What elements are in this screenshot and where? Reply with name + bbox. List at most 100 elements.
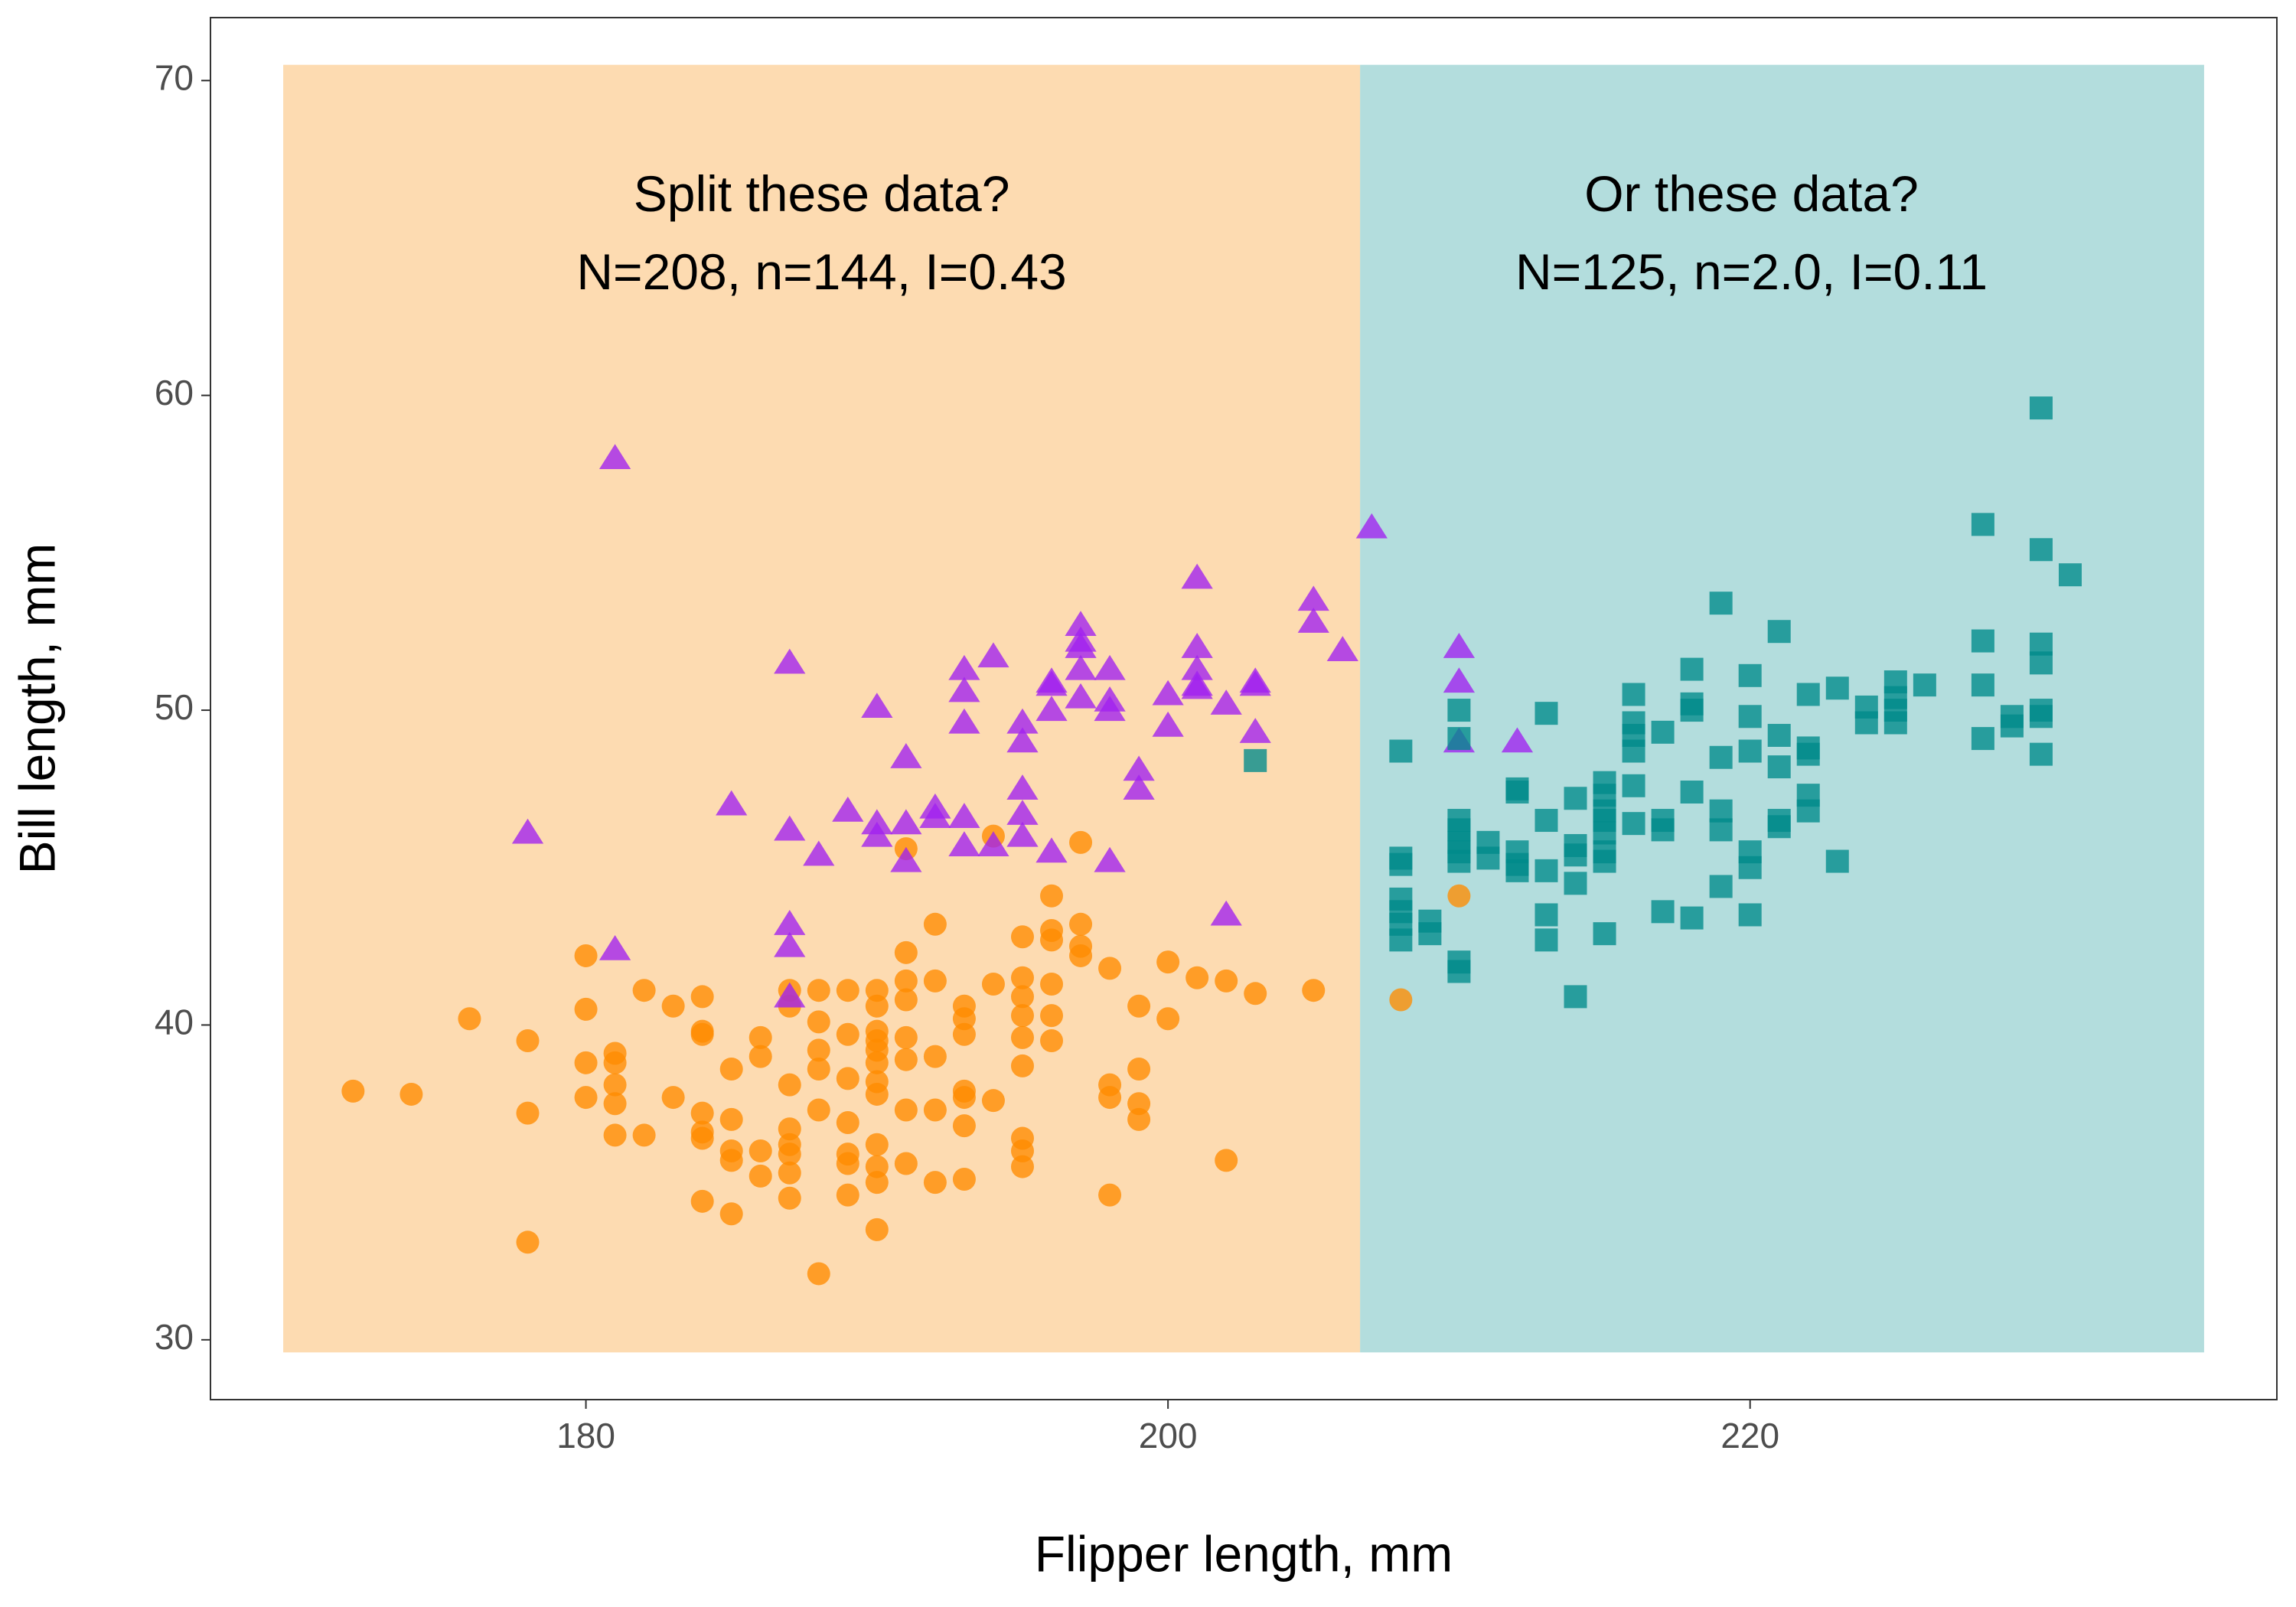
- point: [832, 796, 864, 822]
- point: [603, 1092, 627, 1116]
- point: [952, 1086, 976, 1110]
- point: [1564, 843, 1587, 867]
- point: [574, 1051, 598, 1074]
- point: [632, 1123, 656, 1147]
- point: [1010, 1025, 1034, 1049]
- point: [1127, 1107, 1151, 1131]
- point: [2000, 714, 2024, 738]
- point: [574, 1086, 598, 1110]
- point: [1297, 585, 1329, 611]
- point: [1098, 957, 1122, 980]
- point: [894, 1048, 918, 1071]
- point: [1239, 718, 1271, 743]
- point: [1651, 900, 1675, 924]
- point: [1010, 985, 1034, 1009]
- point: [1418, 922, 1442, 946]
- point: [778, 1143, 801, 1166]
- point: [1186, 966, 1209, 989]
- point: [1534, 702, 1558, 725]
- point: [1389, 988, 1413, 1012]
- point: [1447, 960, 1471, 983]
- point: [1501, 727, 1534, 753]
- x-axis-title: Flipper length, mm: [1035, 1525, 1453, 1582]
- point: [1239, 670, 1271, 696]
- y-tick-label: 60: [155, 373, 194, 412]
- point: [1447, 884, 1471, 908]
- point: [1355, 513, 1388, 539]
- point: [598, 444, 631, 470]
- point: [1796, 683, 1820, 706]
- point: [1680, 906, 1704, 930]
- point: [1389, 846, 1413, 870]
- point: [894, 988, 918, 1012]
- point: [511, 818, 544, 844]
- point: [865, 1133, 889, 1156]
- point: [952, 1007, 976, 1031]
- point: [1709, 875, 1733, 898]
- point: [719, 1149, 743, 1172]
- point: [1971, 673, 1994, 697]
- point: [778, 1161, 801, 1185]
- y-tick-label: 50: [155, 687, 194, 727]
- point: [894, 1025, 918, 1049]
- point: [1040, 928, 1064, 952]
- y-tick-label: 70: [155, 57, 194, 97]
- point: [1971, 629, 1994, 653]
- point: [690, 1101, 714, 1125]
- point: [948, 654, 980, 680]
- point: [1010, 1155, 1034, 1178]
- point: [774, 648, 806, 674]
- point: [1564, 787, 1587, 810]
- point: [1210, 689, 1242, 715]
- point: [1593, 849, 1616, 873]
- point: [2029, 651, 2053, 675]
- point: [1152, 680, 1184, 706]
- point: [1123, 755, 1155, 781]
- point: [1651, 720, 1675, 744]
- point: [1883, 711, 1907, 735]
- point: [1825, 849, 1849, 873]
- point: [1127, 1058, 1151, 1081]
- point: [1010, 925, 1034, 949]
- point: [1534, 928, 1558, 952]
- point: [1738, 663, 1762, 687]
- point: [603, 1123, 627, 1147]
- point: [836, 1022, 859, 1046]
- point: [1244, 982, 1267, 1006]
- point: [1094, 696, 1126, 722]
- point: [1006, 800, 1039, 825]
- y-tick-label: 30: [155, 1317, 194, 1357]
- point: [1035, 837, 1068, 863]
- point: [1127, 1092, 1151, 1116]
- point: [861, 693, 893, 719]
- point: [719, 1058, 743, 1081]
- point: [1389, 739, 1413, 763]
- point: [1040, 1004, 1064, 1028]
- point: [341, 1079, 365, 1103]
- point: [1622, 739, 1645, 763]
- point: [1534, 859, 1558, 882]
- point: [890, 743, 922, 768]
- point: [1447, 699, 1471, 722]
- point: [690, 1022, 714, 1046]
- point: [1156, 950, 1180, 974]
- point: [1094, 846, 1126, 872]
- annotation: N=208, n=144, I=0.43: [576, 243, 1066, 300]
- point: [1065, 611, 1097, 637]
- point: [1680, 657, 1704, 681]
- point: [1123, 774, 1155, 800]
- point: [1622, 683, 1645, 706]
- point: [603, 1051, 627, 1074]
- region: [283, 64, 1361, 1353]
- point: [894, 1098, 918, 1122]
- point: [1215, 969, 1238, 993]
- point: [1825, 676, 1849, 700]
- x-tick-label: 200: [1139, 1416, 1198, 1455]
- point: [1796, 799, 1820, 823]
- panel-border: [210, 17, 2278, 1400]
- point: [1181, 673, 1213, 699]
- point: [1006, 774, 1039, 800]
- point: [1767, 815, 1791, 839]
- x-tick-label: 180: [556, 1416, 615, 1455]
- y-tick-label: 40: [155, 1002, 194, 1042]
